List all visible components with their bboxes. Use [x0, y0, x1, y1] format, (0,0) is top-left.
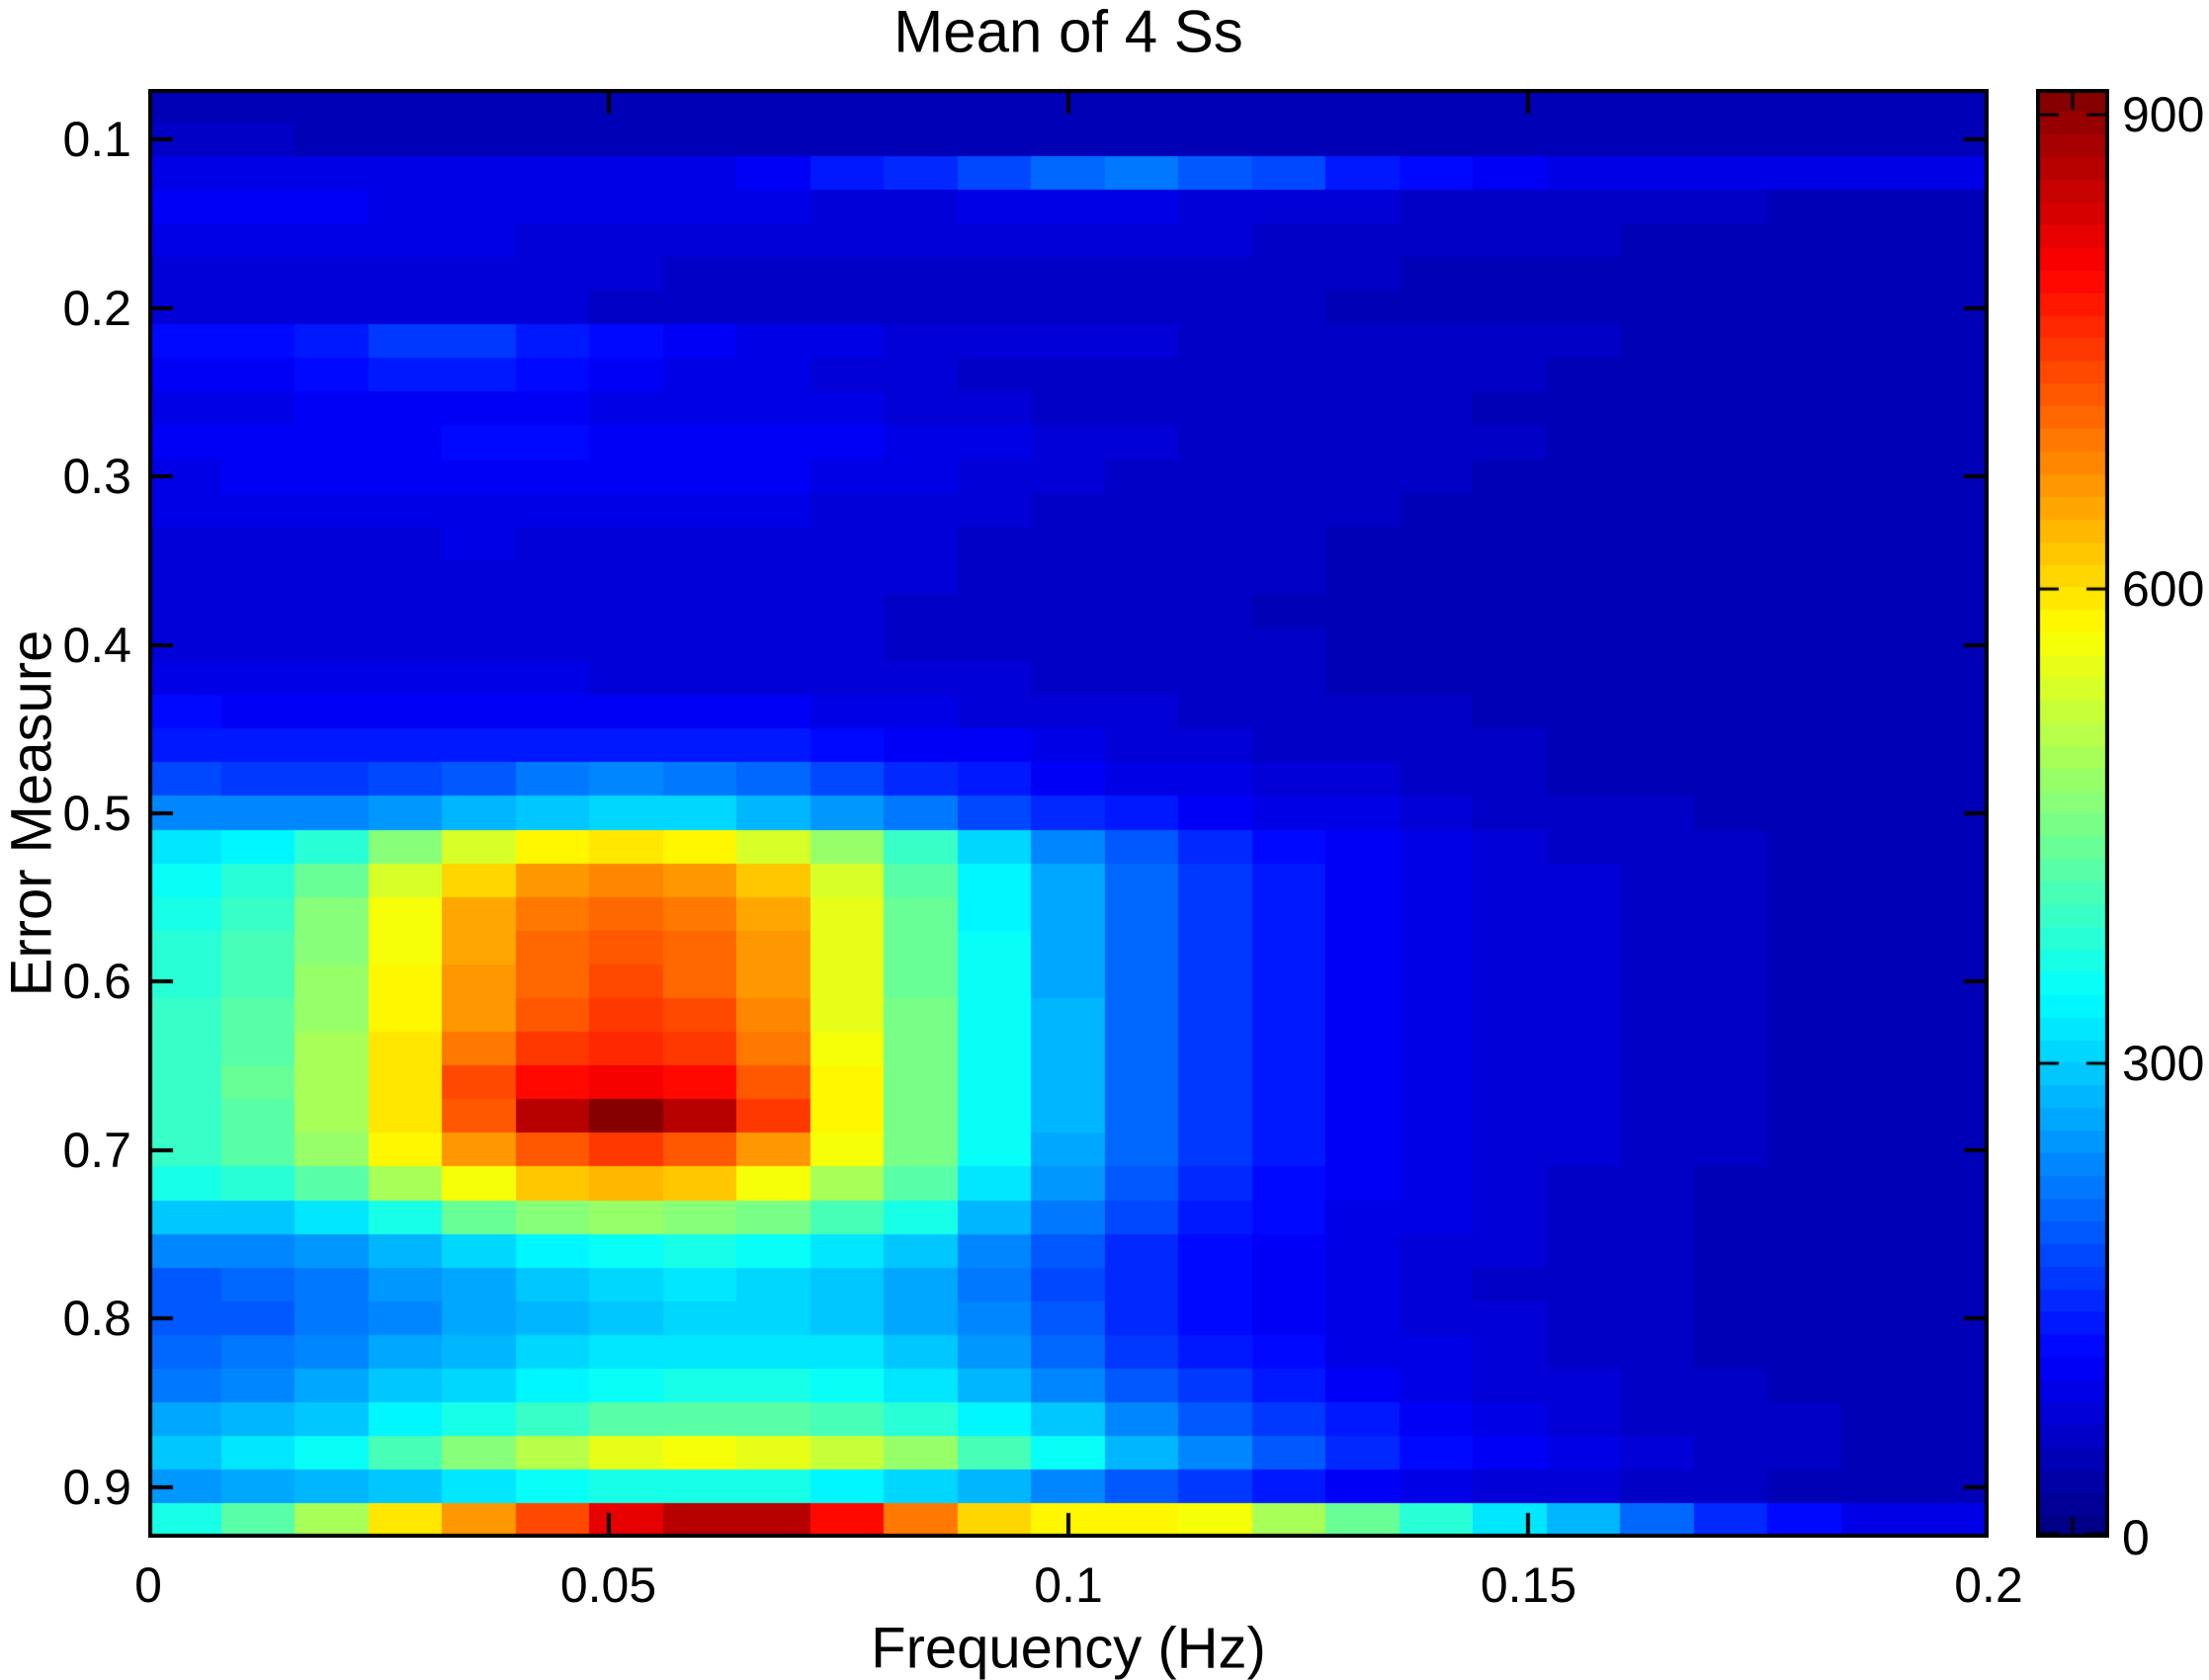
colorbar-tick-label: 300 [2122, 1035, 2205, 1091]
y-tick-label: 0.9 [62, 1459, 131, 1515]
y-tick-label: 0.4 [62, 617, 131, 673]
y-tick-label: 0.1 [62, 112, 131, 168]
y-tick-label: 0.5 [62, 786, 131, 841]
x-tick-label: 0.1 [1034, 1557, 1103, 1613]
heatmap-plot-area [148, 89, 1989, 1538]
y-axis-label: Error Measure [0, 630, 64, 997]
x-tick-label: 0.15 [1480, 1557, 1577, 1613]
y-tick-label: 0.6 [62, 954, 131, 1010]
colorbar [2036, 89, 2109, 1538]
x-axis-label: Frequency (Hz) [871, 1616, 1266, 1680]
colorbar-tick-label: 900 [2122, 86, 2205, 142]
x-tick-label: 0.05 [559, 1557, 657, 1613]
chart-title: Mean of 4 Ss [893, 0, 1243, 65]
colorbar-tick-label: 600 [2122, 560, 2205, 617]
y-tick-label: 0.8 [62, 1291, 131, 1347]
x-tick-label: 0 [134, 1557, 162, 1613]
y-tick-label: 0.7 [62, 1122, 131, 1178]
y-tick-label: 0.2 [62, 280, 131, 336]
colorbar-tick-label: 0 [2122, 1510, 2150, 1565]
x-tick-label: 0.2 [1954, 1557, 2023, 1613]
y-tick-label: 0.3 [62, 449, 131, 505]
